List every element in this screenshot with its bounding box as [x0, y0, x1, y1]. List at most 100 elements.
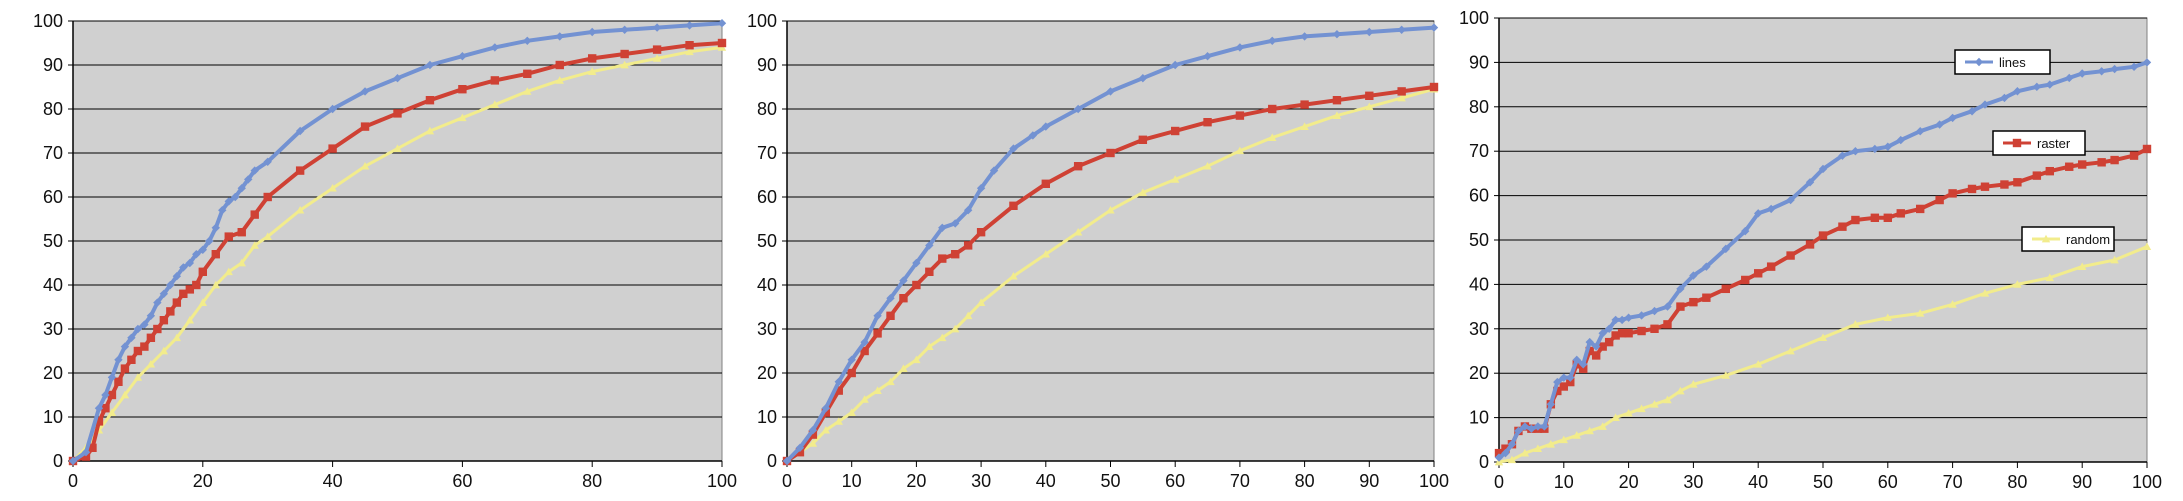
series-lines-point	[821, 404, 831, 413]
y-tick-label: 40	[757, 275, 777, 295]
series-lines-point	[1870, 144, 1880, 154]
series-lines-point	[1786, 195, 1795, 205]
chart-3: 0 10 20 30 40 50 60 70 80 90 100 0 10 20 30 40 50 60 70 80 9…	[1459, 8, 2162, 492]
series-raster-point	[1268, 104, 1277, 114]
y-tick-label: 30	[757, 319, 777, 339]
series-random-point	[1916, 309, 1925, 317]
series-lines-point	[1365, 27, 1374, 37]
series-lines-point	[555, 32, 564, 41]
series-lines-point	[963, 206, 973, 215]
series-random-point	[159, 346, 169, 355]
series-raster-point	[1741, 275, 1750, 285]
series-random-point	[1235, 146, 1245, 155]
series-lines-point	[782, 456, 792, 466]
series-raster-point	[263, 192, 272, 202]
series-lines-point	[1617, 315, 1627, 325]
series-lines-point	[1935, 120, 1944, 129]
series-lines-point	[1689, 271, 1698, 280]
series-random-point	[1559, 435, 1568, 444]
series-raster-point	[1818, 231, 1828, 240]
series-raster-point	[185, 285, 195, 294]
series-lines-point	[153, 298, 162, 307]
series-raster-point	[899, 294, 908, 303]
series-lines-point	[1028, 131, 1038, 140]
series-lines-point	[2000, 93, 2009, 103]
series-random-point	[1676, 386, 1685, 395]
x-tick-label: 70	[1230, 471, 1250, 491]
series-lines-point	[873, 311, 882, 320]
series-lines-point	[1041, 122, 1050, 131]
series-lines-point	[1883, 142, 1892, 151]
series-lines-point	[231, 192, 240, 202]
series-raster-point	[88, 443, 97, 452]
series-lines-point	[1171, 60, 1180, 70]
series-lines-point	[2078, 69, 2087, 78]
series-random-point	[1663, 395, 1672, 404]
series-raster-point	[2013, 178, 2022, 187]
series-random-point	[912, 355, 921, 364]
series-lines-point	[1533, 422, 1543, 431]
series-random-point	[172, 333, 182, 342]
series-lines-point	[1332, 30, 1342, 39]
series-raster-point	[127, 355, 136, 364]
series-lines-point	[1540, 422, 1549, 431]
series-lines-point	[1009, 144, 1018, 153]
x-tick-label: 90	[1359, 471, 1379, 491]
series-lines-point	[1553, 377, 1562, 387]
series-random-point	[1598, 422, 1607, 430]
x-tick-label: 80	[582, 471, 602, 491]
series-raster-point	[795, 448, 805, 457]
series-lines-point	[1741, 226, 1750, 236]
y-tick-label: 90	[43, 55, 63, 75]
series-raster-point	[1073, 162, 1083, 171]
series-raster-point	[237, 228, 246, 237]
series-lines-point	[425, 60, 435, 70]
y-tick-label: 50	[757, 231, 777, 251]
series-raster-point	[1604, 337, 1614, 347]
series-random-point	[1520, 448, 1530, 457]
series-lines-point	[490, 43, 500, 52]
y-tick-label: 20	[1469, 363, 1489, 383]
series-random-point	[328, 184, 337, 192]
series-raster-point	[120, 364, 130, 373]
series-lines-point	[1980, 100, 1990, 109]
series-raster-point	[1948, 189, 1957, 198]
series-lines-point	[588, 27, 597, 37]
series-lines-point	[1559, 373, 1568, 382]
series-random-point	[2142, 242, 2152, 251]
series-lines-point	[2110, 64, 2119, 74]
series-raster-point	[834, 386, 843, 395]
series-random-point	[120, 390, 130, 399]
series-raster-point	[1365, 91, 1374, 100]
series-raster-point	[140, 342, 149, 351]
series-random-point	[847, 408, 856, 416]
y-tick-label: 30	[43, 319, 63, 339]
series-raster-point	[1980, 182, 1990, 191]
series-lines-point	[172, 272, 182, 281]
x-tick-label: 60	[452, 471, 472, 491]
series-raster-point	[1041, 179, 1050, 188]
series-raster-point	[94, 417, 104, 426]
series-random-point	[886, 377, 895, 386]
series-random-point	[250, 241, 259, 249]
series-raster-point	[886, 311, 895, 320]
series-random-point	[107, 408, 117, 416]
series-random-point	[1171, 175, 1180, 183]
series-random-point	[360, 162, 370, 170]
series-raster-point	[1397, 87, 1406, 96]
series-random-point	[2013, 280, 2022, 288]
series-random-point	[860, 395, 869, 403]
series-lines-point	[1546, 400, 1556, 409]
series-random-point	[1624, 408, 1633, 417]
series-lines-point	[81, 448, 91, 457]
series-random-point	[2078, 262, 2087, 270]
y-tick-label: 100	[747, 11, 777, 31]
series-raster-point	[1009, 201, 1018, 210]
series-lines-point	[393, 74, 402, 83]
y-tick-label: 0	[767, 451, 777, 471]
y-tick-label: 10	[1469, 408, 1489, 428]
series-lines-point	[1073, 104, 1083, 114]
series-lines-point	[2013, 87, 2022, 96]
series-raster-point	[588, 54, 597, 63]
series-lines-point	[912, 258, 921, 268]
